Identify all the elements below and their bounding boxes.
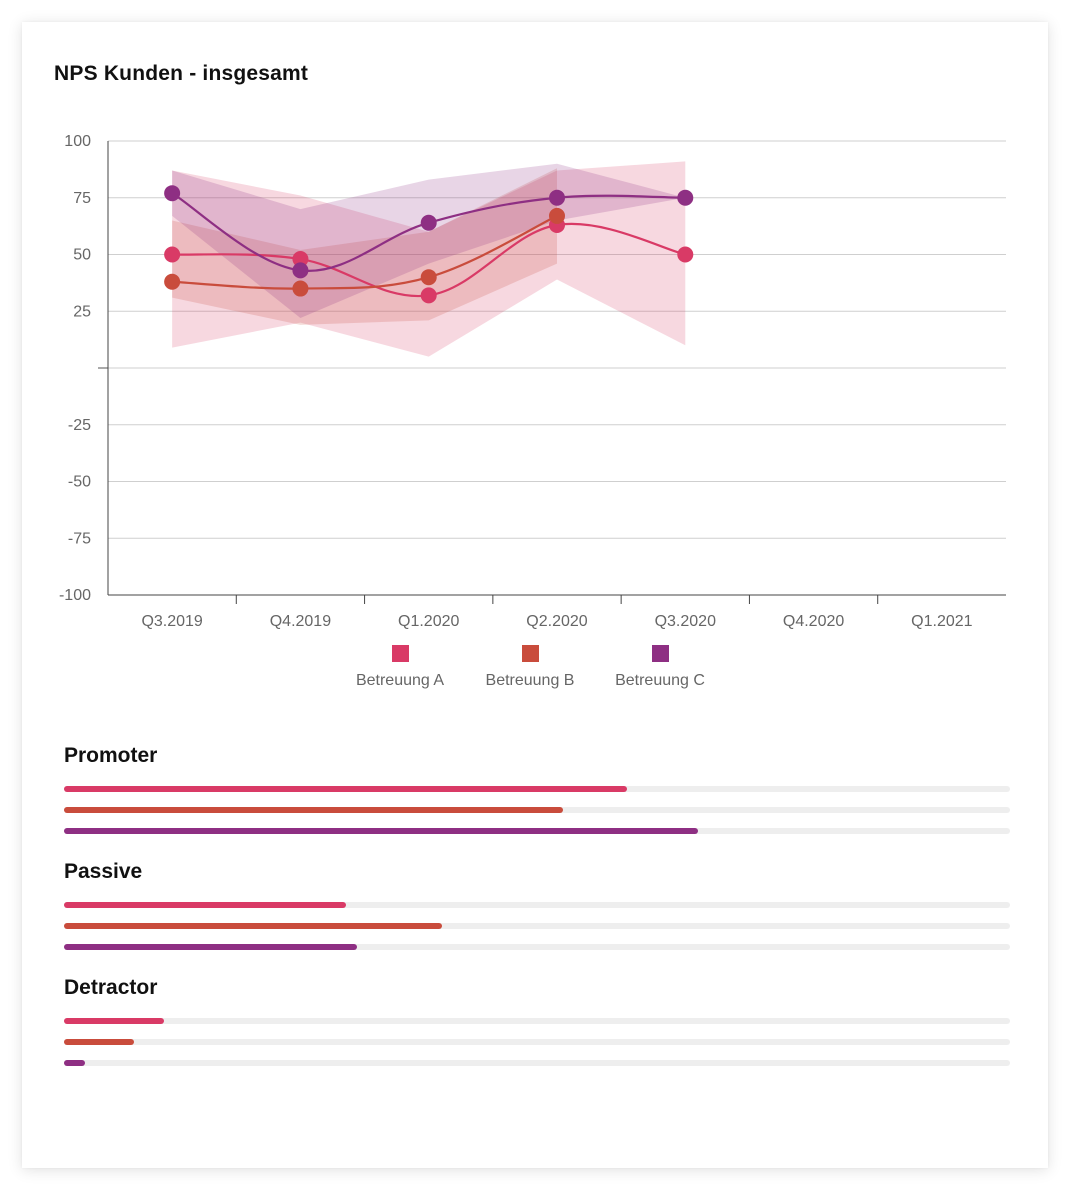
progress-track <box>64 807 1010 813</box>
legend-swatch <box>392 645 409 662</box>
progress-track <box>64 902 1010 908</box>
y-tick-label: 50 <box>73 247 91 264</box>
x-tick-label: Q1.2020 <box>398 613 459 630</box>
progress-fill <box>64 902 346 908</box>
y-tick-label: 100 <box>64 133 91 150</box>
progress-track <box>64 1060 1010 1066</box>
data-point <box>420 214 437 231</box>
data-point <box>292 280 309 297</box>
data-point <box>420 269 437 286</box>
progress-track <box>64 1039 1010 1045</box>
data-point <box>292 251 309 268</box>
series-line <box>172 214 558 290</box>
y-tick-label: 75 <box>73 190 91 207</box>
x-tick-label: Q3.2019 <box>141 613 202 630</box>
progress-fill <box>64 923 443 929</box>
legend-label: Betreuung C <box>615 672 705 689</box>
progress-fill <box>64 1039 134 1045</box>
legend-label: Betreuung A <box>356 672 444 689</box>
data-point <box>677 246 694 263</box>
data-point <box>164 273 181 290</box>
y-tick-label: -75 <box>68 530 91 547</box>
progress-track <box>64 1018 1010 1024</box>
progress-fill <box>64 786 627 792</box>
legend-label: Betreuung B <box>486 672 575 689</box>
x-tick-label: Q4.2019 <box>270 613 331 630</box>
y-tick-label: 25 <box>73 303 91 320</box>
progress-fill <box>64 828 698 834</box>
bar-group-passive: Passive <box>64 860 1010 950</box>
data-point <box>549 207 565 224</box>
progress-fill <box>64 944 358 950</box>
data-point <box>420 287 437 304</box>
legend-swatch <box>522 645 539 662</box>
bar-group-title: Promoter <box>64 744 158 767</box>
progress-fill <box>64 807 563 813</box>
y-tick-label: -100 <box>59 587 91 604</box>
progress-track <box>64 923 1010 929</box>
legend-swatch <box>652 645 669 662</box>
progress-track <box>64 786 1010 792</box>
x-tick-label: Q3.2020 <box>655 613 716 630</box>
bar-group-promoter: Promoter <box>64 744 1010 834</box>
progress-track <box>64 944 1010 950</box>
card-title: NPS Kunden - insgesamt <box>54 62 309 85</box>
data-point <box>677 189 694 206</box>
nps-line-chart: 100 75 50 25 -25 -50 -75 -100 Q3.2019 Q4.2019 Q1.2… <box>59 133 1006 689</box>
progress-track <box>64 828 1010 834</box>
x-tick-label: Q4.2020 <box>783 613 844 630</box>
progress-fill <box>64 1018 165 1024</box>
x-tick-label: Q2.2020 <box>526 613 587 630</box>
bar-group-title: Detractor <box>64 976 158 999</box>
progress-fill <box>64 1060 85 1066</box>
data-point <box>164 185 181 202</box>
data-point <box>549 189 565 206</box>
y-tick-label: -50 <box>68 474 91 491</box>
x-tick-label: Q1.2021 <box>911 613 972 630</box>
data-point <box>164 246 181 263</box>
range-band <box>172 168 557 325</box>
bar-group-title: Passive <box>64 860 143 883</box>
bar-group-detractor: Detractor <box>64 976 1010 1066</box>
data-point <box>292 262 309 279</box>
y-tick-label: -25 <box>68 417 91 434</box>
